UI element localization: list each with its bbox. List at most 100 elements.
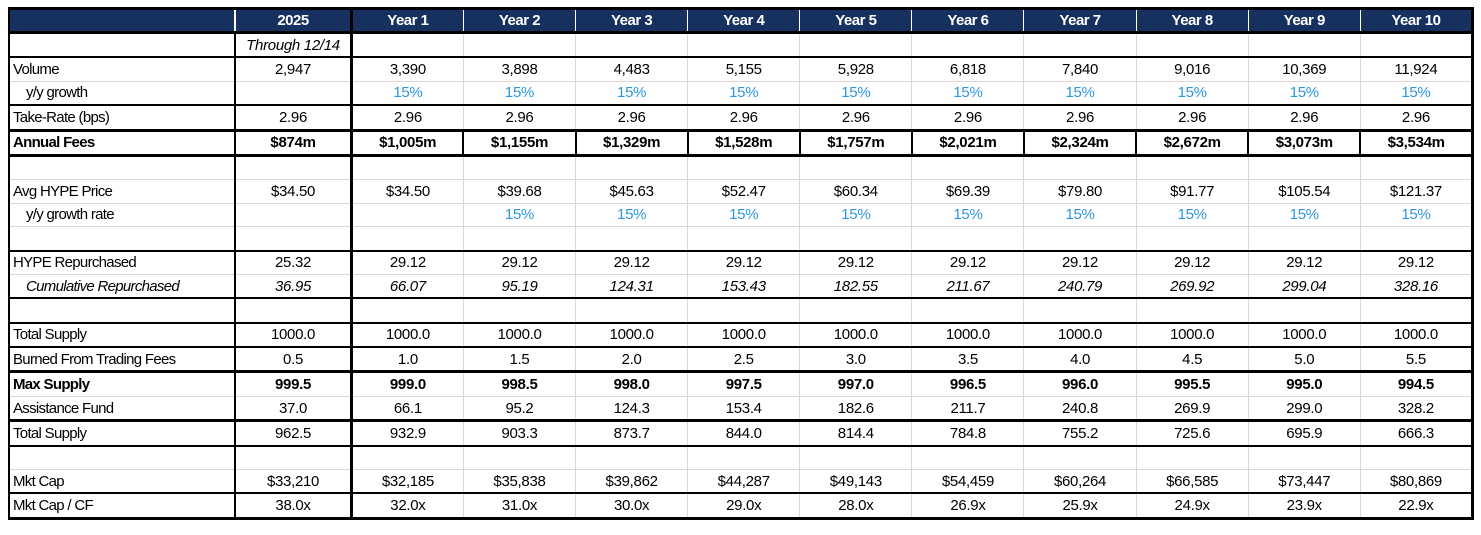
mkt-cap-cf-year-6: 26.9x (911, 492, 1025, 519)
hype-repurchased-year-6: 29.12 (911, 249, 1025, 275)
mkt-cap-2025: $33,210 (235, 469, 353, 494)
spacer-2-year-2 (463, 226, 577, 251)
hype-repurchased-year-5: 29.12 (799, 249, 913, 275)
total-supply-net-year-1: 932.9 (351, 419, 464, 446)
avg-hype-price-year-2: $39.68 (463, 179, 577, 204)
cumulative-repurchased-year-6: 211.67 (911, 273, 1025, 299)
mkt-cap-cf-label: Mkt Cap / CF (9, 492, 237, 519)
avg-hype-price-year-4: $52.47 (687, 179, 801, 204)
burned-from-trading-fees-year-7: 4.0 (1023, 346, 1137, 372)
row-take-rate: Take-Rate (bps) 2.96 2.96 2.96 2.96 2.96 2.96 2… (9, 104, 1473, 131)
column-header-year-5: Year 5 (799, 8, 913, 34)
max-supply-year-2: 998.5 (463, 370, 577, 397)
mkt-cap-cf-year-10: 22.9x (1360, 492, 1473, 519)
spacer-1-2025 (235, 153, 353, 180)
total-supply-net-2025: 962.5 (235, 419, 353, 446)
total-supply-year-6: 1000.0 (911, 321, 1025, 348)
header-row: 2025 Year 1 Year 2 Year 3 Year 4 Year 5 Year 6… (9, 8, 1473, 34)
spacer-1-year-8 (1136, 153, 1249, 180)
yy-growth-year-9: 15% (1248, 80, 1361, 106)
max-supply-2025: 999.5 (235, 370, 353, 397)
take-rate-label: Take-Rate (bps) (9, 104, 237, 131)
row-yy-growth-rate: y/y growth rate 15% 15% 15% 15% 15% 15% 15% 15% 1… (9, 202, 1473, 227)
take-rate-year-4: 2.96 (687, 104, 801, 131)
cumulative-repurchased-year-9: 299.04 (1248, 273, 1361, 299)
yy-growth-2025 (235, 80, 353, 106)
volume-year-6: 6,818 (911, 56, 1025, 82)
assistance-fund-year-6: 211.7 (911, 395, 1025, 421)
annual-fees-2025: $874m (234, 128, 353, 156)
total-supply-year-8: 1000.0 (1136, 321, 1249, 348)
spacer-1-year-10 (1360, 153, 1473, 180)
mkt-cap-cf-year-8: 24.9x (1136, 492, 1249, 519)
volume-year-7: 7,840 (1023, 56, 1137, 82)
row-yy-growth: y/y growth 15% 15% 15% 15% 15% 15% 15% 15% 15% 15% (9, 80, 1473, 106)
annual-fees-year-1: $1,005m (350, 128, 465, 156)
yy-growth-rate-year-2: 15% (463, 202, 577, 227)
max-supply-label: Max Supply (9, 370, 237, 397)
period-note-year-3 (575, 31, 689, 58)
volume-year-4: 5,155 (687, 56, 801, 82)
avg-hype-price-year-3: $45.63 (575, 179, 689, 204)
spreadsheet: 2025 Year 1 Year 2 Year 3 Year 4 Year 5 Year 6… (7, 7, 1474, 520)
spacer-4-2025 (235, 444, 353, 470)
spacer-2-year-8 (1136, 226, 1249, 251)
yy-growth-year-6: 15% (911, 80, 1025, 106)
yy-growth-rate-year-8: 15% (1136, 202, 1249, 227)
volume-year-5: 5,928 (799, 56, 913, 82)
avg-hype-price-year-8: $91.77 (1136, 179, 1249, 204)
volume-2025: 2,947 (235, 56, 353, 82)
spacer-2-label (9, 226, 237, 251)
spacer-3-year-7 (1023, 297, 1137, 323)
row-cumulative-repurchased: Cumulative Repurchased 36.95 66.07 95.19 124… (9, 273, 1473, 299)
yy-growth-rate-2025 (235, 202, 353, 227)
yy-growth-rate-year-10: 15% (1360, 202, 1473, 227)
yy-growth-rate-year-6: 15% (911, 202, 1025, 227)
take-rate-year-10: 2.96 (1360, 104, 1473, 131)
spacer-2-year-1 (351, 226, 464, 251)
annual-fees-year-4: $1,528m (686, 128, 801, 156)
assistance-fund-2025: 37.0 (235, 395, 353, 421)
burned-from-trading-fees-year-6: 3.5 (911, 346, 1025, 372)
spacer-1-year-1 (351, 153, 464, 180)
column-header-label (9, 8, 237, 34)
total-supply-net-year-4: 844.0 (687, 419, 801, 446)
spacer-3-year-3 (575, 297, 689, 323)
burned-from-trading-fees-label: Burned From Trading Fees (9, 346, 237, 372)
spacer-2-year-5 (799, 226, 913, 251)
take-rate-year-1: 2.96 (351, 104, 464, 131)
annual-fees-year-5: $1,757m (798, 128, 913, 156)
spacer-3-year-6 (911, 297, 1025, 323)
column-header-year-9: Year 9 (1248, 8, 1361, 34)
take-rate-year-3: 2.96 (575, 104, 689, 131)
spacer-2-year-7 (1023, 226, 1137, 251)
burned-from-trading-fees-year-2: 1.5 (463, 346, 577, 372)
column-header-year-6: Year 6 (911, 8, 1025, 34)
spacer-3-year-2 (463, 297, 577, 323)
hype-repurchased-year-3: 29.12 (575, 249, 689, 275)
max-supply-year-8: 995.5 (1136, 370, 1249, 397)
projection-table: 2025 Year 1 Year 2 Year 3 Year 4 Year 5 Year 6… (7, 7, 1474, 520)
avg-hype-price-label: Avg HYPE Price (9, 179, 237, 204)
spacer-4-year-2 (463, 444, 577, 470)
annual-fees-year-7: $2,324m (1022, 128, 1138, 156)
take-rate-year-5: 2.96 (799, 104, 913, 131)
column-header-year-10: Year 10 (1360, 8, 1473, 34)
row-avg-hype-price: Avg HYPE Price $34.50 $34.50 $39.68 $45.63 $5… (9, 179, 1473, 204)
spacer-4-year-4 (687, 444, 801, 470)
avg-hype-price-year-7: $79.80 (1023, 179, 1137, 204)
period-note-year-7 (1023, 31, 1137, 58)
mkt-cap-year-8: $66,585 (1136, 469, 1249, 494)
spacer-2-year-6 (911, 226, 1025, 251)
cumulative-repurchased-year-8: 269.92 (1136, 273, 1249, 299)
cumulative-repurchased-year-4: 153.43 (687, 273, 801, 299)
row-spacer-3 (9, 297, 1473, 323)
total-supply-net-year-6: 784.8 (911, 419, 1025, 446)
total-supply-2025: 1000.0 (235, 321, 353, 348)
yy-growth-rate-year-7: 15% (1023, 202, 1137, 227)
mkt-cap-label: Mkt Cap (9, 469, 237, 494)
spacer-3-year-10 (1360, 297, 1473, 323)
spacer-4-label (9, 444, 237, 470)
mkt-cap-cf-year-2: 31.0x (463, 492, 577, 519)
total-supply-year-10: 1000.0 (1360, 321, 1473, 348)
